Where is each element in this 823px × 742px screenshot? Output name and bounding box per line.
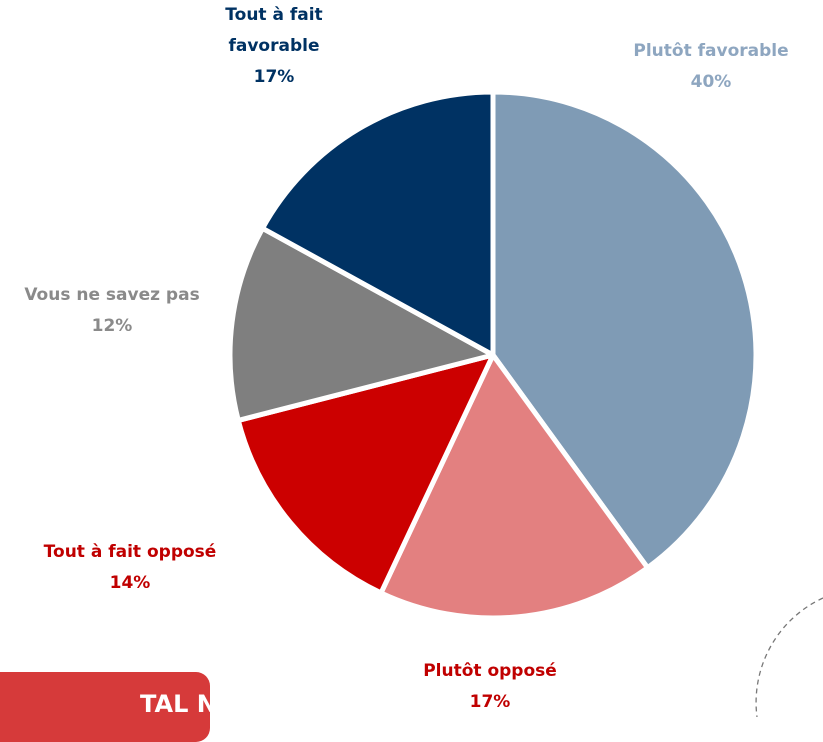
category-label: Plutôt opposé — [423, 661, 557, 681]
value-label: 17% — [469, 692, 511, 712]
value-label: 40% — [690, 72, 732, 92]
pie-slice — [235, 352, 496, 596]
pie-slice — [227, 225, 496, 423]
value-label: 17% — [253, 67, 295, 87]
chart — [227, 89, 823, 717]
category-label: Tout à fait opposé — [43, 542, 217, 562]
badge: TAL Non — [0, 672, 250, 742]
dashed-arc — [755, 597, 823, 717]
value-label: 14% — [109, 573, 151, 593]
page: TAL Non (() => { const data = JSON.parse… — [0, 5, 823, 742]
value-label: 12% — [91, 316, 133, 336]
category-label: Vous ne savez pas — [24, 285, 200, 305]
pie-slice — [490, 89, 759, 571]
category-label: Plutôt favorable — [633, 41, 789, 61]
category-label: Tout à fait favorable — [225, 5, 323, 56]
badge-text: TAL Non — [140, 690, 251, 718]
pie-slice — [378, 352, 651, 621]
pie-slice — [260, 89, 496, 358]
